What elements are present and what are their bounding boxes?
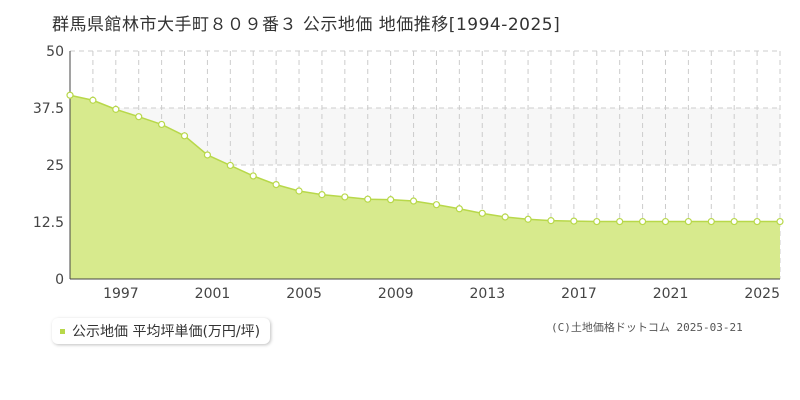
y-tick-label: 12.5 bbox=[33, 215, 64, 231]
x-tick-label: 2009 bbox=[378, 286, 414, 302]
area-fill bbox=[70, 95, 780, 280]
data-point bbox=[66, 91, 74, 99]
legend: 公示地価 平均坪単価(万円/坪) bbox=[52, 318, 271, 344]
tick-labels: 0 12.5 25 37.5 50 1997 2001 2005 2009 2013 2017 202… bbox=[33, 44, 780, 302]
data-point bbox=[180, 132, 189, 140]
data-point bbox=[364, 195, 372, 203]
data-point bbox=[318, 191, 326, 199]
x-tick-label: 2021 bbox=[653, 286, 689, 302]
data-point bbox=[776, 217, 784, 226]
data-point bbox=[341, 193, 349, 201]
axes bbox=[69, 51, 780, 280]
data-point bbox=[272, 181, 280, 189]
data-point bbox=[501, 213, 509, 221]
x-tick-label: 2017 bbox=[561, 286, 597, 302]
x-tick-label: 2013 bbox=[470, 286, 506, 302]
data-point bbox=[295, 187, 303, 195]
data-point bbox=[730, 217, 738, 226]
data-point bbox=[547, 217, 555, 225]
legend-label: 公示地価 平均坪単価(万円/坪) bbox=[72, 324, 261, 340]
data-point bbox=[409, 197, 418, 205]
y-tick-label: 0 bbox=[55, 272, 64, 288]
data-point bbox=[432, 201, 441, 209]
credit-text: (C)土地価格ドットコム 2025-03-21 bbox=[551, 321, 743, 334]
data-point bbox=[455, 205, 463, 213]
data-point bbox=[524, 215, 532, 223]
data-point bbox=[89, 96, 97, 104]
data-point bbox=[684, 217, 692, 226]
data-point bbox=[203, 151, 212, 159]
x-tick-label: 2025 bbox=[744, 286, 780, 302]
y-tick-label: 37.5 bbox=[33, 101, 64, 117]
data-point bbox=[387, 196, 395, 204]
chart-title: 群馬県館林市大手町８０９番３ 公示地価 地価推移[1994-2025] bbox=[52, 15, 561, 35]
y-tick-label: 50 bbox=[46, 44, 64, 60]
data-point bbox=[707, 217, 715, 226]
data-point bbox=[638, 217, 647, 226]
data-point bbox=[753, 217, 761, 226]
data-point bbox=[570, 217, 578, 225]
y-tick-label: 25 bbox=[46, 158, 64, 174]
data-point bbox=[226, 161, 234, 170]
data-point bbox=[593, 217, 601, 226]
data-point bbox=[249, 172, 257, 180]
data-point bbox=[616, 217, 624, 226]
data-point bbox=[158, 120, 166, 129]
data-markers bbox=[66, 91, 784, 226]
data-point bbox=[112, 105, 120, 113]
legend-swatch bbox=[60, 328, 65, 334]
data-point bbox=[135, 113, 143, 121]
x-tick-label: 2005 bbox=[286, 286, 322, 302]
data-point bbox=[478, 209, 486, 217]
data-point bbox=[661, 217, 670, 226]
series-line bbox=[69, 94, 780, 223]
x-tick-label: 1997 bbox=[103, 286, 139, 302]
x-tick-label: 2001 bbox=[195, 286, 231, 302]
area-series bbox=[69, 94, 780, 280]
